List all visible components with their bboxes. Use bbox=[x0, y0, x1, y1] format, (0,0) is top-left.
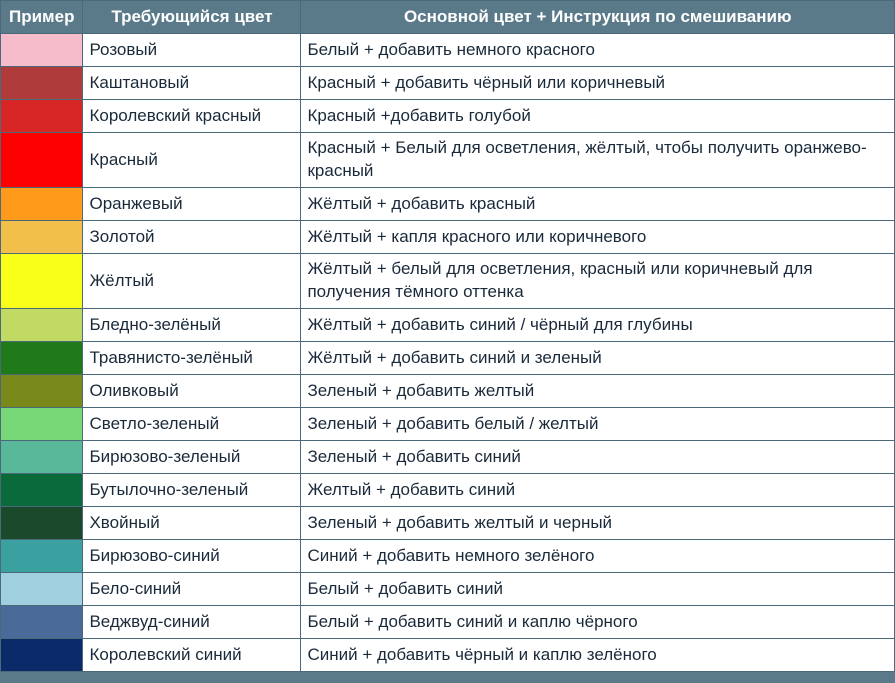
mixing-instruction: Желтый + добавить синий bbox=[301, 474, 895, 507]
color-swatch bbox=[1, 474, 82, 506]
color-name: Оливковый bbox=[83, 375, 301, 408]
mixing-instruction: Зеленый + добавить желтый и черный bbox=[301, 507, 895, 540]
mixing-instruction: Белый + добавить синий и каплю чёрного bbox=[301, 606, 895, 639]
mixing-instruction: Зеленый + добавить желтый bbox=[301, 375, 895, 408]
color-swatch bbox=[1, 34, 82, 66]
table-row: ЖёлтыйЖёлтый + белый для осветления, кра… bbox=[1, 254, 895, 309]
color-mixing-table: Пример Требующийся цвет Основной цвет + … bbox=[0, 0, 895, 672]
mixing-instruction: Красный + Белый для осветления, жёлтый, … bbox=[301, 133, 895, 188]
color-name: Королевский синий bbox=[83, 639, 301, 672]
table-row: Светло-зеленыйЗеленый + добавить белый /… bbox=[1, 408, 895, 441]
color-name: Хвойный bbox=[83, 507, 301, 540]
table-row: ХвойныйЗеленый + добавить желтый и черны… bbox=[1, 507, 895, 540]
color-swatch bbox=[1, 573, 82, 605]
color-swatch bbox=[1, 221, 82, 253]
color-name: Оранжевый bbox=[83, 188, 301, 221]
color-name: Травянисто-зелёный bbox=[83, 342, 301, 375]
mixing-instruction: Красный +добавить голубой bbox=[301, 100, 895, 133]
table-row: Бутылочно-зеленыйЖелтый + добавить синий bbox=[1, 474, 895, 507]
color-swatch-cell bbox=[1, 375, 83, 408]
color-swatch-cell bbox=[1, 408, 83, 441]
table-row: Королевский синийСиний + добавить чёрный… bbox=[1, 639, 895, 672]
color-swatch bbox=[1, 133, 82, 187]
color-name: Бледно-зелёный bbox=[83, 309, 301, 342]
header-sample: Пример bbox=[1, 1, 83, 34]
table-row: Бело-синийБелый + добавить синий bbox=[1, 573, 895, 606]
color-swatch-cell bbox=[1, 100, 83, 133]
table-row: Травянисто-зелёныйЖёлтый + добавить сини… bbox=[1, 342, 895, 375]
mixing-instruction: Жёлтый + добавить синий / чёрный для глу… bbox=[301, 309, 895, 342]
color-swatch-cell bbox=[1, 342, 83, 375]
color-swatch-cell bbox=[1, 67, 83, 100]
mixing-instruction: Зеленый + добавить синий bbox=[301, 441, 895, 474]
color-swatch bbox=[1, 254, 82, 308]
table-row: Бледно-зелёныйЖёлтый + добавить синий / … bbox=[1, 309, 895, 342]
table-row: Бирюзово-зеленыйЗеленый + добавить синий bbox=[1, 441, 895, 474]
color-swatch bbox=[1, 309, 82, 341]
color-swatch bbox=[1, 606, 82, 638]
color-swatch bbox=[1, 540, 82, 572]
color-mixing-table-wrap: Пример Требующийся цвет Основной цвет + … bbox=[0, 0, 895, 672]
color-name: Веджвуд-синий bbox=[83, 606, 301, 639]
mixing-instruction: Жёлтый + белый для осветления, красный и… bbox=[301, 254, 895, 309]
color-swatch-cell bbox=[1, 221, 83, 254]
color-name: Бирюзово-зеленый bbox=[83, 441, 301, 474]
color-swatch-cell bbox=[1, 573, 83, 606]
mixing-instruction: Жёлтый + добавить синий и зеленый bbox=[301, 342, 895, 375]
table-body: РозовыйБелый + добавить немного красного… bbox=[1, 34, 895, 672]
color-swatch-cell bbox=[1, 474, 83, 507]
header-instruction: Основной цвет + Инструкция по смешиванию bbox=[301, 1, 895, 34]
color-swatch bbox=[1, 342, 82, 374]
table-row: ОливковыйЗеленый + добавить желтый bbox=[1, 375, 895, 408]
color-name: Королевский красный bbox=[83, 100, 301, 133]
mixing-instruction: Синий + добавить чёрный и каплю зелёного bbox=[301, 639, 895, 672]
color-swatch-cell bbox=[1, 34, 83, 67]
mixing-instruction: Красный + добавить чёрный или коричневый bbox=[301, 67, 895, 100]
table-row: КаштановыйКрасный + добавить чёрный или … bbox=[1, 67, 895, 100]
mixing-instruction: Белый + добавить немного красного bbox=[301, 34, 895, 67]
color-name: Бутылочно-зеленый bbox=[83, 474, 301, 507]
color-swatch bbox=[1, 408, 82, 440]
mixing-instruction: Синий + добавить немного зелёного bbox=[301, 540, 895, 573]
color-name: Золотой bbox=[83, 221, 301, 254]
color-swatch-cell bbox=[1, 133, 83, 188]
color-name: Бело-синий bbox=[83, 573, 301, 606]
table-row: Бирюзово-синийСиний + добавить немного з… bbox=[1, 540, 895, 573]
color-swatch bbox=[1, 507, 82, 539]
table-row: РозовыйБелый + добавить немного красного bbox=[1, 34, 895, 67]
color-swatch bbox=[1, 441, 82, 473]
color-swatch bbox=[1, 375, 82, 407]
header-name: Требующийся цвет bbox=[83, 1, 301, 34]
color-swatch-cell bbox=[1, 309, 83, 342]
color-name: Красный bbox=[83, 133, 301, 188]
color-swatch-cell bbox=[1, 254, 83, 309]
color-name: Жёлтый bbox=[83, 254, 301, 309]
table-row: ЗолотойЖёлтый + капля красного или корич… bbox=[1, 221, 895, 254]
table-row: КрасныйКрасный + Белый для осветления, ж… bbox=[1, 133, 895, 188]
color-swatch bbox=[1, 188, 82, 220]
table-row: ОранжевыйЖёлтый + добавить красный bbox=[1, 188, 895, 221]
color-name: Каштановый bbox=[83, 67, 301, 100]
color-swatch bbox=[1, 100, 82, 132]
mixing-instruction: Жёлтый + добавить красный bbox=[301, 188, 895, 221]
color-swatch-cell bbox=[1, 441, 83, 474]
color-name: Светло-зеленый bbox=[83, 408, 301, 441]
table-row: Королевский красныйКрасный +добавить гол… bbox=[1, 100, 895, 133]
mixing-instruction: Белый + добавить синий bbox=[301, 573, 895, 606]
color-swatch bbox=[1, 67, 82, 99]
color-swatch bbox=[1, 639, 82, 671]
color-swatch-cell bbox=[1, 507, 83, 540]
color-swatch-cell bbox=[1, 639, 83, 672]
mixing-instruction: Зеленый + добавить белый / желтый bbox=[301, 408, 895, 441]
color-swatch-cell bbox=[1, 606, 83, 639]
color-name: Бирюзово-синий bbox=[83, 540, 301, 573]
table-row: Веджвуд-синийБелый + добавить синий и ка… bbox=[1, 606, 895, 639]
color-swatch-cell bbox=[1, 540, 83, 573]
color-swatch-cell bbox=[1, 188, 83, 221]
mixing-instruction: Жёлтый + капля красного или коричневого bbox=[301, 221, 895, 254]
color-name: Розовый bbox=[83, 34, 301, 67]
header-row: Пример Требующийся цвет Основной цвет + … bbox=[1, 1, 895, 34]
